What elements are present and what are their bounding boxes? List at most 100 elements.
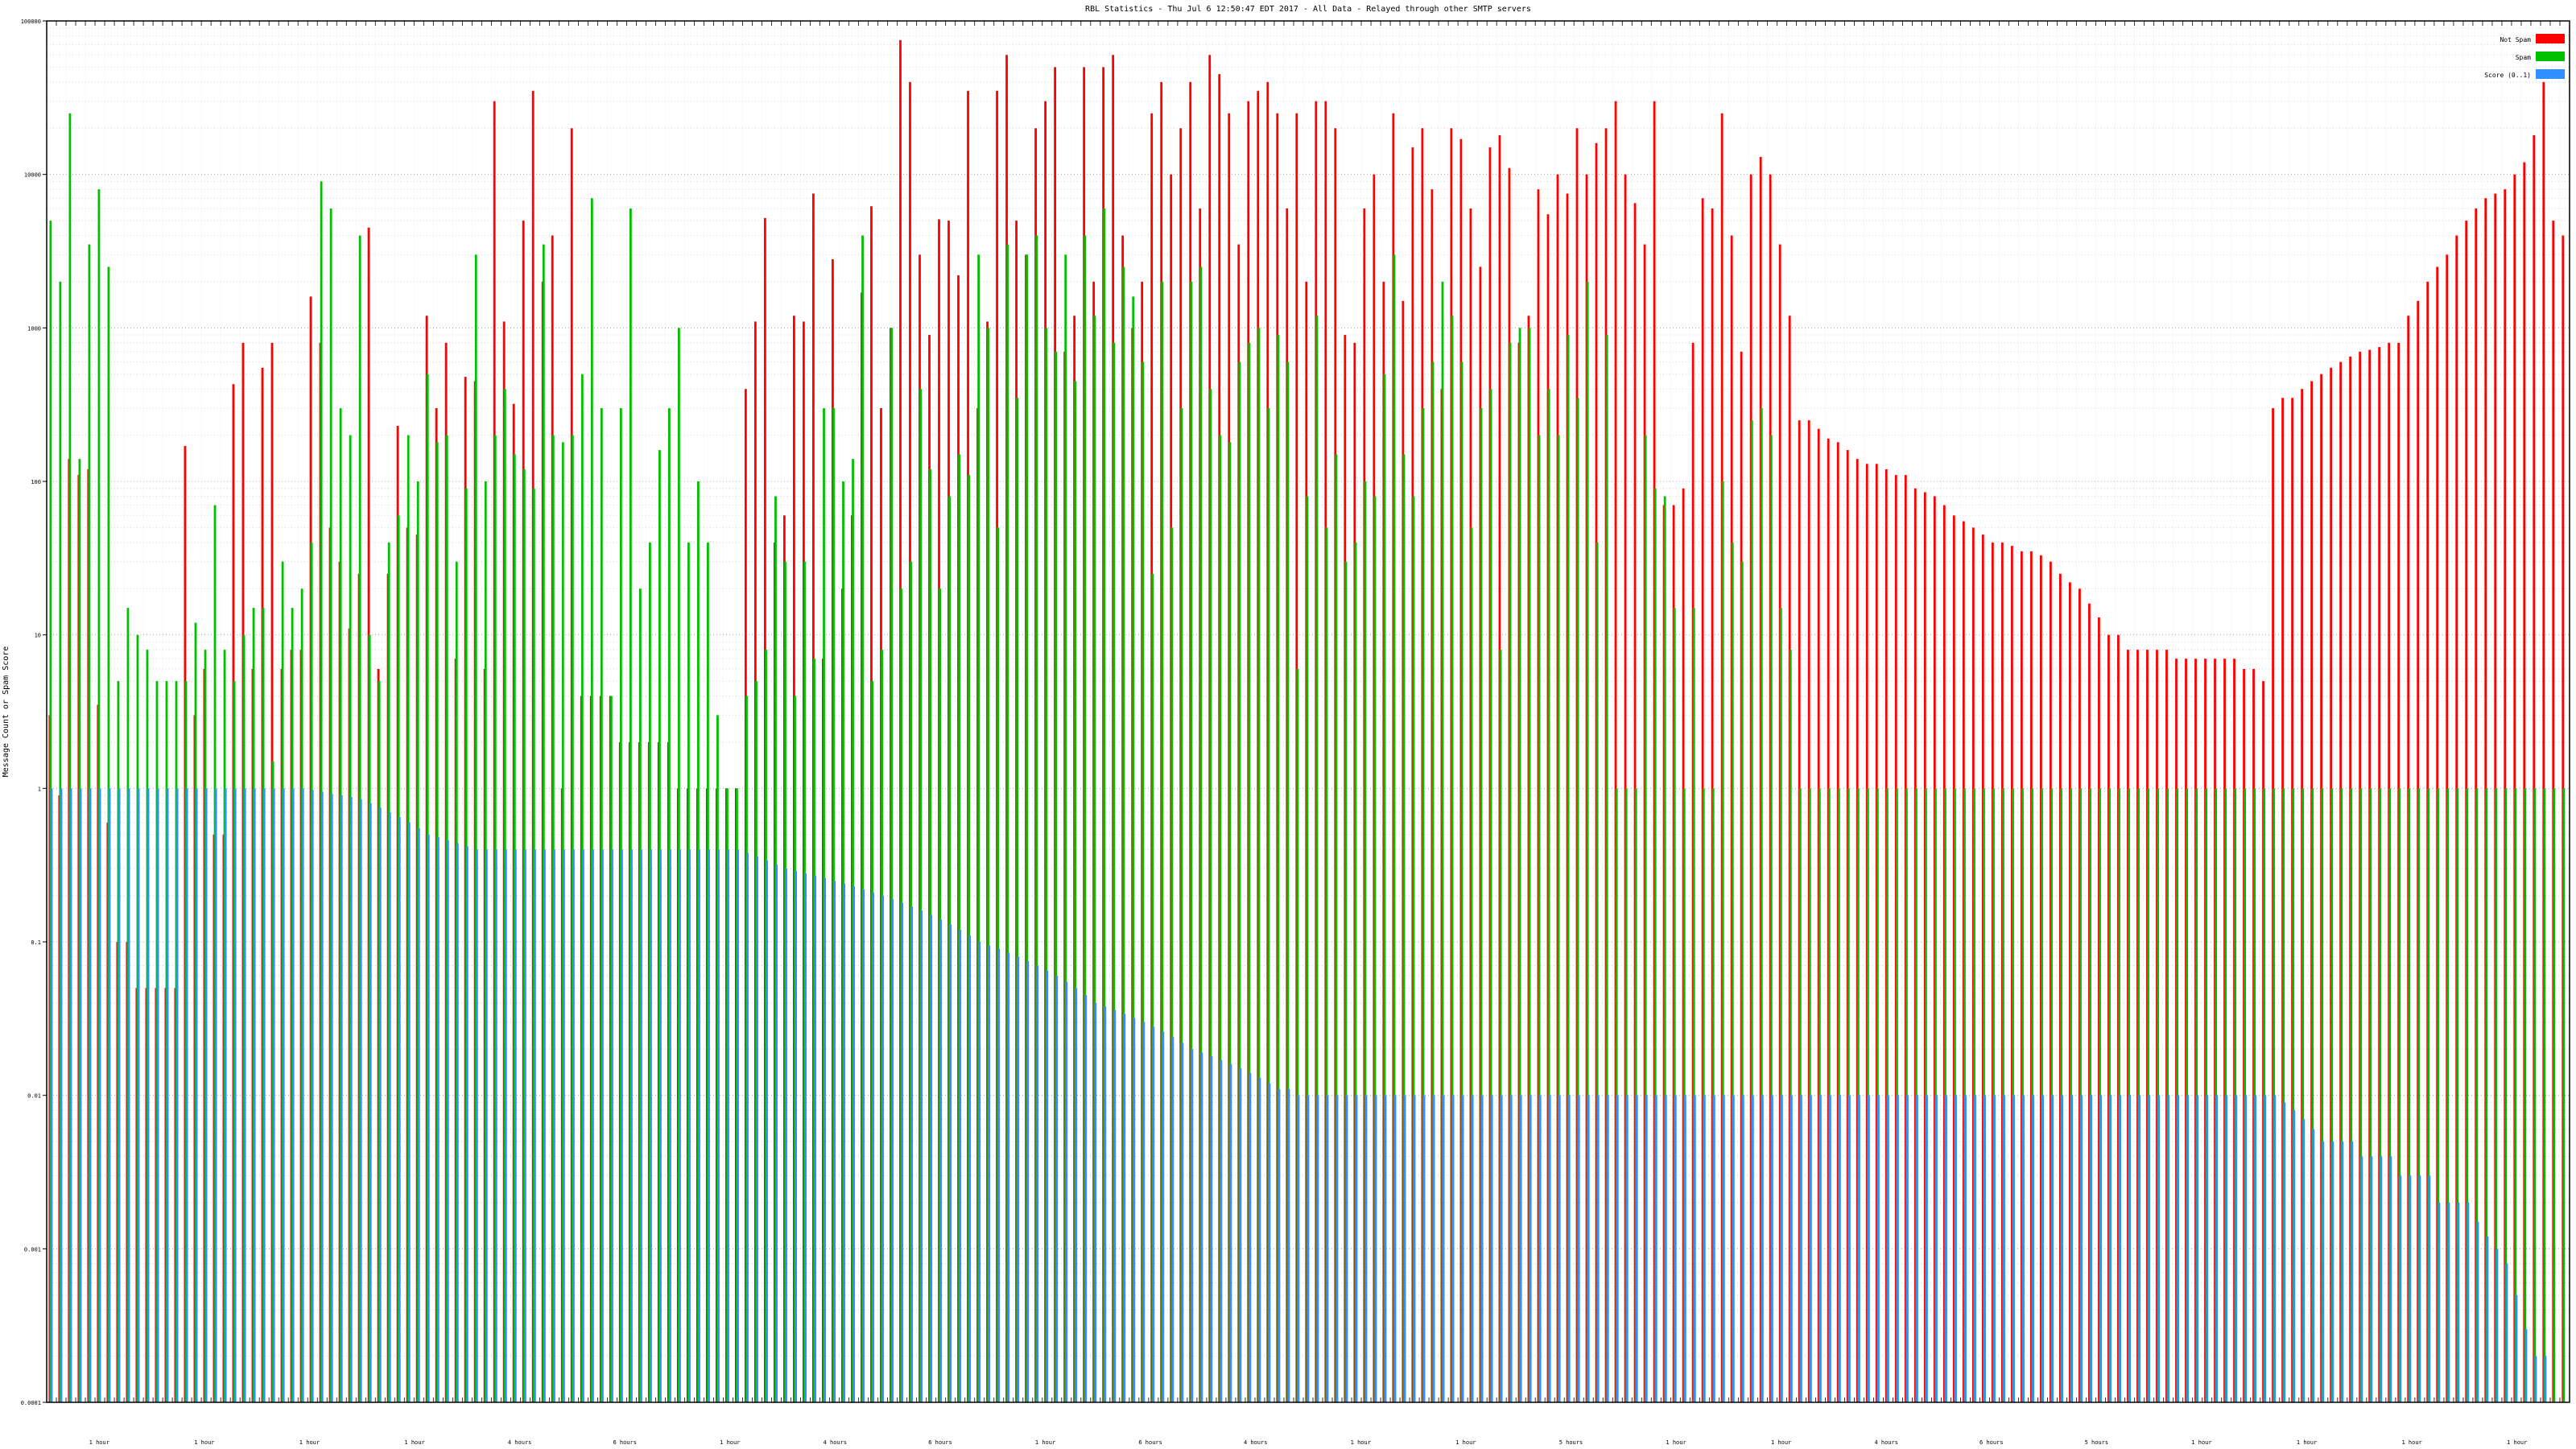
bar-score-0-1- [2351,1141,2354,1402]
bar-spam [1084,235,1087,1403]
bar-spam [1441,281,1444,1402]
bar-score-0-1- [2438,1202,2441,1402]
bar-score-0-1- [1577,1095,1580,1402]
bar-spam [1103,208,1106,1402]
bar-score-0-1- [601,849,604,1402]
bar-score-0-1- [592,849,594,1402]
bar-spam [629,208,632,1402]
bar-spam [1673,608,1676,1402]
bar-spam [2359,788,2363,1402]
bar-score-0-1- [446,840,449,1402]
bar-score-0-1- [1596,1095,1600,1402]
bar-score-0-1- [2534,1356,2537,1402]
bar-spam [1122,266,1125,1402]
bar-score-0-1- [50,788,53,1402]
bar-score-0-1- [1403,1095,1406,1402]
bar-spam [2437,788,2440,1402]
bar-spam [1045,328,1048,1402]
bar-score-0-1- [1645,1095,1648,1402]
plot-frame [46,20,2570,1403]
bar-score-0-1- [1258,1077,1261,1402]
bar-score-0-1- [2119,1095,2122,1402]
bar-not-spam [1614,101,1617,1402]
x-tick-label: 1 hour [1455,1439,1476,1446]
bar-score-0-1- [1471,1095,1474,1402]
bar-score-0-1- [2312,1129,2315,1402]
bar-spam [2350,788,2353,1402]
bar-score-0-1- [1046,970,1049,1402]
bar-score-0-1- [679,849,681,1402]
bar-score-0-1- [746,852,749,1402]
bar-score-0-1- [1839,1095,1841,1402]
bar-spam [1393,254,1396,1403]
bar-score-0-1- [2070,1095,2074,1402]
bar-score-0-1- [2409,1175,2412,1402]
bar-score-0-1- [417,828,420,1402]
bar-score-0-1- [1017,956,1020,1402]
bar-spam [1228,442,1232,1402]
bar-score-0-1- [775,864,778,1402]
x-tick-label: 1 hour [2191,1439,2211,1446]
bar-score-0-1- [2032,1095,2034,1402]
bar-score-0-1- [1587,1095,1590,1402]
bar-score-0-1- [1113,1009,1117,1402]
bar-score-0-1- [2418,1175,2421,1402]
bar-score-0-1- [436,837,440,1402]
bar-score-0-1- [2013,1095,2015,1402]
bar-score-0-1- [1297,1095,1300,1402]
bar-score-0-1- [2380,1156,2383,1402]
bar-spam [2330,788,2334,1402]
bar-series [48,39,2566,1403]
bar-spam [2292,788,2295,1402]
bar-score-0-1- [60,788,63,1402]
bar-spam [1644,435,1647,1402]
bar-score-0-1- [1316,1095,1319,1402]
bar-score-0-1- [785,869,787,1402]
bar-score-0-1- [1393,1095,1397,1402]
bar-score-0-1- [872,892,875,1402]
y-tick-label: 10000 [24,172,41,179]
bar-score-0-1- [708,849,710,1402]
bar-score-0-1- [688,849,691,1402]
bar-score-0-1- [621,849,623,1402]
bar-score-0-1- [2225,1095,2228,1402]
bar-score-0-1- [1171,1037,1174,1402]
bar-spam [1518,328,1521,1402]
x-tick-label: 6 hours [613,1439,637,1446]
bar-score-0-1- [756,856,758,1402]
bar-score-0-1- [388,811,391,1402]
bar-score-0-1- [553,849,555,1402]
bar-score-0-1- [533,849,536,1402]
bar-spam [1769,435,1773,1402]
bar-score-0-1- [2302,1119,2306,1402]
bar-score-0-1- [988,945,991,1402]
bar-score-0-1- [1955,1095,1957,1402]
x-tick-label: 1 hour [2507,1439,2527,1446]
x-tick-label: 4 hours [1874,1439,1898,1446]
bar-score-0-1- [2544,1356,2547,1402]
bar-score-0-1- [824,877,827,1402]
bar-score-0-1- [69,788,72,1402]
x-tick-label: 6 hours [1138,1439,1162,1446]
bar-score-0-1- [1036,965,1039,1402]
bar-spam [68,113,72,1403]
bar-score-0-1- [1490,1095,1493,1402]
bar-score-0-1- [1026,960,1030,1402]
y-tick-label: 100 [31,479,41,485]
bar-score-0-1- [2457,1202,2460,1402]
bar-spam [1451,316,1454,1403]
bar-score-0-1- [669,849,671,1402]
bar-score-0-1- [611,849,613,1402]
bar-score-0-1- [2235,1095,2238,1402]
bar-not-spam [2523,162,2526,1402]
legend-swatch [2536,69,2565,79]
bar-score-0-1- [2148,1095,2151,1402]
x-tick-label: 4 hours [508,1439,532,1446]
bar-spam [1170,527,1174,1402]
bar-score-0-1- [930,914,933,1402]
bar-spam [2475,788,2479,1402]
bar-score-0-1- [1335,1095,1339,1402]
bar-score-0-1- [2331,1141,2334,1402]
bar-spam [1354,542,1357,1402]
